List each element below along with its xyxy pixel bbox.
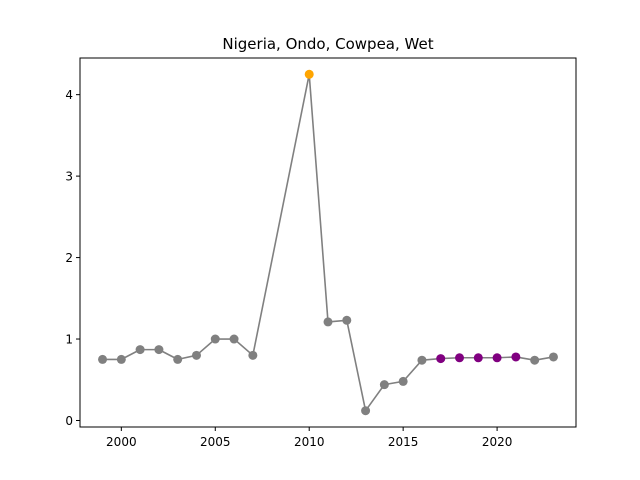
data-point — [304, 69, 314, 79]
chart-title: Nigeria, Ondo, Cowpea, Wet — [222, 35, 433, 53]
x-tick-label: 2005 — [200, 435, 231, 449]
x-tick-label: 2015 — [388, 435, 419, 449]
plot-area — [98, 69, 558, 416]
data-point — [210, 334, 220, 344]
data-point — [436, 354, 446, 364]
data-point — [511, 352, 521, 362]
data-point — [191, 350, 201, 360]
y-tick-label: 3 — [65, 170, 73, 184]
data-point — [135, 345, 145, 355]
y-tick-label: 0 — [65, 414, 73, 428]
data-point — [417, 355, 427, 365]
data-point — [455, 353, 465, 363]
data-point — [473, 353, 483, 363]
data-point — [398, 376, 408, 386]
plot-frame — [79, 57, 577, 428]
data-point — [492, 353, 502, 363]
data-point — [342, 315, 352, 325]
y-tick-label: 2 — [65, 251, 73, 265]
x-tick-label: 2010 — [294, 435, 325, 449]
data-point — [98, 354, 108, 364]
data-point — [548, 352, 558, 362]
axes: 2000 2005 2010 2015 2020 0 1 2 3 4 — [65, 88, 512, 449]
y-tick-label: 1 — [65, 333, 73, 347]
x-tick-label: 2020 — [482, 435, 513, 449]
data-point — [173, 354, 183, 364]
series-line — [102, 73, 554, 412]
y-tick-label: 4 — [65, 88, 73, 102]
data-point — [229, 334, 239, 344]
data-point — [154, 345, 164, 355]
data-point — [248, 350, 258, 360]
data-point — [361, 406, 371, 416]
data-point — [116, 354, 126, 364]
data-point — [530, 355, 540, 365]
data-point — [379, 380, 389, 390]
data-point — [323, 317, 333, 327]
x-tick-label: 2000 — [106, 435, 137, 449]
